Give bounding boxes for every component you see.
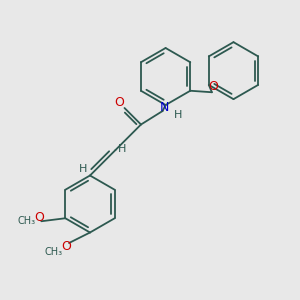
Text: CH₃: CH₃: [44, 247, 62, 257]
Text: O: O: [114, 96, 124, 109]
Text: CH₃: CH₃: [17, 216, 35, 226]
Text: O: O: [34, 211, 44, 224]
Text: H: H: [118, 143, 126, 154]
Text: O: O: [208, 80, 218, 93]
Text: H: H: [173, 110, 182, 121]
Text: N: N: [159, 101, 169, 114]
Text: O: O: [62, 239, 71, 253]
Text: H: H: [79, 164, 88, 174]
